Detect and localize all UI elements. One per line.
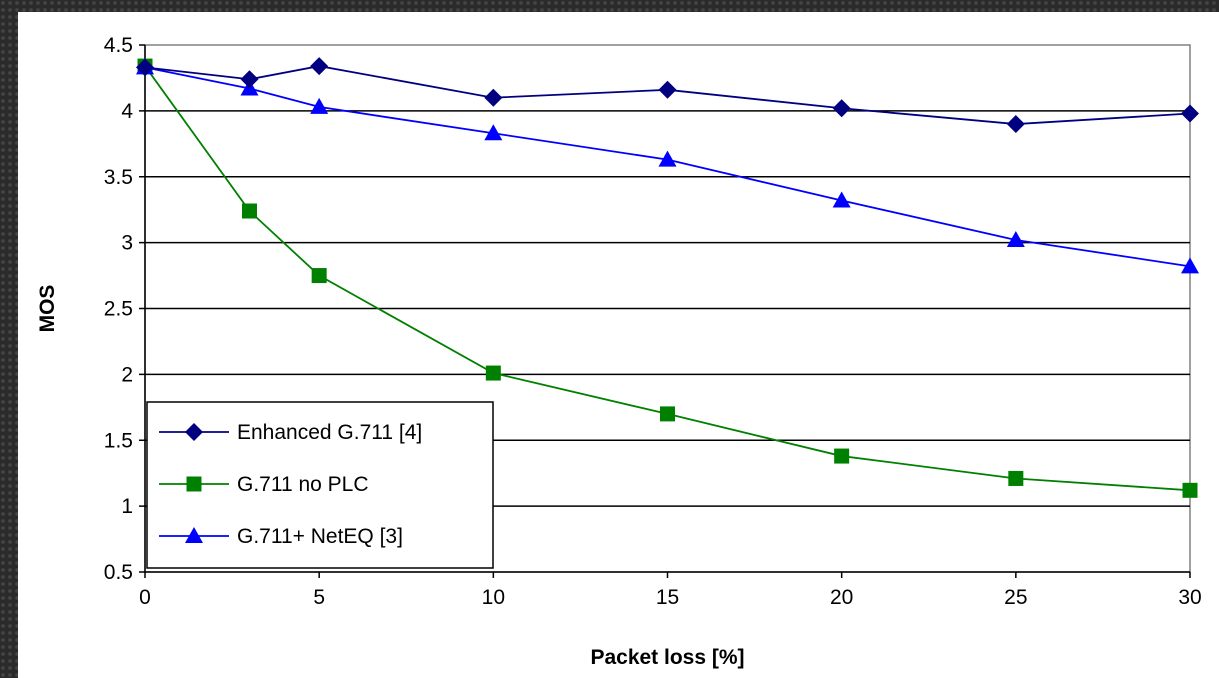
data-point [1182,482,1198,498]
data-point [834,448,850,464]
legend-box [146,401,494,569]
data-point [484,88,503,107]
legend-item: G.711 no PLC [159,473,369,496]
legend-item: G.711+ NetEQ [3] [159,525,403,548]
legend-label: G.711 no PLC [237,473,369,496]
data-point [832,99,851,118]
x-tick-label: 25 [1004,586,1027,609]
data-point [1181,104,1199,123]
data-point [1008,470,1024,486]
x-tick-label: 10 [482,586,505,609]
data-point [1181,257,1199,274]
x-tick-label: 5 [313,586,325,609]
x-axis-title: Packet loss [%] [590,646,744,669]
y-tick-label: 2.5 [104,298,133,321]
legend-marker [186,476,202,492]
series-layer [136,57,1199,498]
series-line [144,65,1191,492]
y-tick-label: 4 [121,100,133,123]
y-tick-label: 4.5 [104,34,133,57]
x-tick-label: 0 [139,586,151,609]
data-point [660,406,675,422]
chart-panel: 0 5 10 15 20 25 30 0.5 1 1.5 2 2.5 3 3.5 4 4.5 Packet … [18,12,1219,678]
data-point [832,191,851,208]
y-tick-label: 0.5 [104,561,133,584]
legend-label: G.711+ NetEQ [3] [237,525,403,548]
legend-item: Enhanced G.711 [4] [159,421,422,444]
legend-marker [185,423,203,441]
y-tick-label: 3.5 [104,166,133,189]
series-line [144,65,1191,125]
series-diamond [136,57,1199,134]
y-tick-label: 1.5 [104,429,133,452]
x-tick-label: 30 [1178,586,1201,609]
y-axis-title: MOS [36,285,59,333]
data-point [485,365,501,381]
data-point [1006,230,1025,247]
data-point [658,80,677,99]
x-axis-ticks: 0 5 10 15 20 25 30 [139,572,1202,609]
y-tick-label: 3 [121,232,133,255]
x-tick-label: 20 [830,586,853,609]
legend-label: Enhanced G.711 [4] [237,421,422,444]
x-tick-label: 15 [656,586,679,609]
data-point [136,58,154,77]
legend-marker [185,527,203,543]
data-point [311,268,327,284]
data-point [1006,115,1025,134]
data-point [240,70,259,89]
data-point [484,124,503,141]
y-axis-ticks: 0.5 1 1.5 2 2.5 3 3.5 4 4.5 [104,34,145,584]
y-tick-label: 1 [121,495,133,518]
data-point [310,97,329,114]
data-point [658,150,677,167]
series-line [144,66,1191,268]
y-tick-label: 2 [121,363,133,386]
legend: Enhanced G.711 [4] G.711 no PLC G.711+ Net… [146,401,494,569]
mos-line-chart: 0 5 10 15 20 25 30 0.5 1 1.5 2 2.5 3 3.5 4 4.5 Packet … [36,34,1202,669]
data-point [310,57,329,76]
data-point [242,203,257,219]
